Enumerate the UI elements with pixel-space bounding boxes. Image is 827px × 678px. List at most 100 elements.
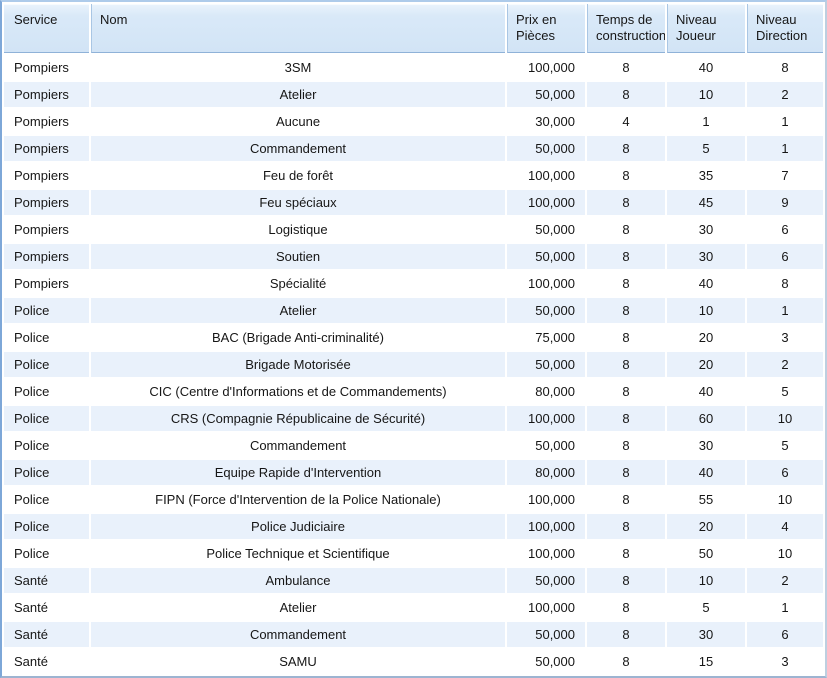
table-row: Pompiers Commandement 50,000 8 5 1 [4,136,823,161]
cell-temps: 8 [587,568,665,593]
cell-temps: 8 [587,595,665,620]
cell-nom: Ambulance [91,568,505,593]
table-row: Santé Ambulance 50,000 8 10 2 [4,568,823,593]
cell-prix: 75,000 [507,325,585,350]
table-row: Police Commandement 50,000 8 30 5 [4,433,823,458]
cell-prix: 100,000 [507,541,585,566]
cell-niveau_joueur: 1 [667,109,745,134]
table-row: Police FIPN (Force d'Intervention de la P… [4,487,823,512]
cell-service: Pompiers [4,271,89,296]
cell-nom: Aucune [91,109,505,134]
cell-temps: 8 [587,433,665,458]
cell-service: Police [4,514,89,539]
cell-niveau_direction: 1 [747,136,823,161]
cell-nom: CRS (Compagnie Républicaine de Sécurité) [91,406,505,431]
table-row: Pompiers Atelier 50,000 8 10 2 [4,82,823,107]
cell-nom: 3SM [91,55,505,80]
cell-niveau_joueur: 45 [667,190,745,215]
cell-nom: Feu spéciaux [91,190,505,215]
cell-service: Police [4,487,89,512]
cell-nom: BAC (Brigade Anti-criminalité) [91,325,505,350]
cell-prix: 50,000 [507,244,585,269]
cell-prix: 50,000 [507,352,585,377]
cell-temps: 8 [587,649,665,674]
cell-temps: 8 [587,244,665,269]
cell-temps: 8 [587,379,665,404]
cell-nom: Atelier [91,82,505,107]
cell-prix: 50,000 [507,649,585,674]
table-header-row: Service Nom Prix en Pièces Temps de constru… [4,4,823,53]
cell-service: Police [4,433,89,458]
cell-service: Police [4,406,89,431]
column-header-niveau_joueur: Niveau Joueur [667,4,745,53]
cell-prix: 50,000 [507,82,585,107]
cell-niveau_joueur: 40 [667,271,745,296]
cell-temps: 8 [587,136,665,161]
column-header-nom: Nom [91,4,505,53]
cell-niveau_joueur: 20 [667,325,745,350]
cell-nom: Police Technique et Scientifique [91,541,505,566]
cell-niveau_joueur: 15 [667,649,745,674]
table-row: Police CIC (Centre d'Informations et de C… [4,379,823,404]
cell-nom: Atelier [91,595,505,620]
cell-niveau_direction: 1 [747,298,823,323]
cell-niveau_joueur: 5 [667,595,745,620]
cell-service: Santé [4,568,89,593]
cell-nom: Spécialité [91,271,505,296]
cell-nom: FIPN (Force d'Intervention de la Police … [91,487,505,512]
cell-temps: 8 [587,622,665,647]
table-row: Police Equipe Rapide d'Intervention 80,000… [4,460,823,485]
cell-service: Police [4,298,89,323]
cell-prix: 100,000 [507,514,585,539]
cell-niveau_direction: 9 [747,190,823,215]
cell-nom: Commandement [91,433,505,458]
cell-niveau_direction: 10 [747,487,823,512]
cell-temps: 8 [587,460,665,485]
cell-prix: 50,000 [507,217,585,242]
table-body: Pompiers 3SM 100,000 8 40 8 Pompiers Atelier 50,… [4,55,823,674]
table-row: Santé Commandement 50,000 8 30 6 [4,622,823,647]
cell-niveau_direction: 6 [747,622,823,647]
cell-temps: 8 [587,190,665,215]
cell-niveau_joueur: 10 [667,82,745,107]
table-row: Police Brigade Motorisée 50,000 8 20 2 [4,352,823,377]
table-row: Pompiers Aucune 30,000 4 1 1 [4,109,823,134]
cell-service: Santé [4,649,89,674]
table-row: Police BAC (Brigade Anti-criminalité) 75,0… [4,325,823,350]
cell-niveau_direction: 6 [747,460,823,485]
cell-temps: 8 [587,541,665,566]
cell-niveau_direction: 10 [747,406,823,431]
cell-niveau_direction: 1 [747,595,823,620]
cell-service: Police [4,325,89,350]
cell-niveau_joueur: 55 [667,487,745,512]
table-row: Police Police Technique et Scientifique 10… [4,541,823,566]
cell-nom: Commandement [91,622,505,647]
cell-niveau_joueur: 40 [667,379,745,404]
cell-service: Pompiers [4,82,89,107]
cell-temps: 8 [587,514,665,539]
cell-niveau_direction: 1 [747,109,823,134]
cell-temps: 4 [587,109,665,134]
table-row: Pompiers Soutien 50,000 8 30 6 [4,244,823,269]
table-row: Santé SAMU 50,000 8 15 3 [4,649,823,674]
cell-service: Santé [4,622,89,647]
cell-temps: 8 [587,352,665,377]
cell-prix: 100,000 [507,190,585,215]
column-header-niveau_direction: Niveau Direction [747,4,823,53]
cell-niveau_joueur: 50 [667,541,745,566]
cell-nom: Police Judiciaire [91,514,505,539]
cell-service: Pompiers [4,190,89,215]
cell-prix: 80,000 [507,460,585,485]
column-header-prix: Prix en Pièces [507,4,585,53]
cell-nom: Commandement [91,136,505,161]
cell-niveau_direction: 8 [747,55,823,80]
cell-niveau_direction: 5 [747,379,823,404]
cell-niveau_direction: 8 [747,271,823,296]
cell-service: Police [4,379,89,404]
cell-service: Pompiers [4,244,89,269]
cell-prix: 100,000 [507,406,585,431]
cell-niveau_direction: 10 [747,541,823,566]
cell-nom: Logistique [91,217,505,242]
